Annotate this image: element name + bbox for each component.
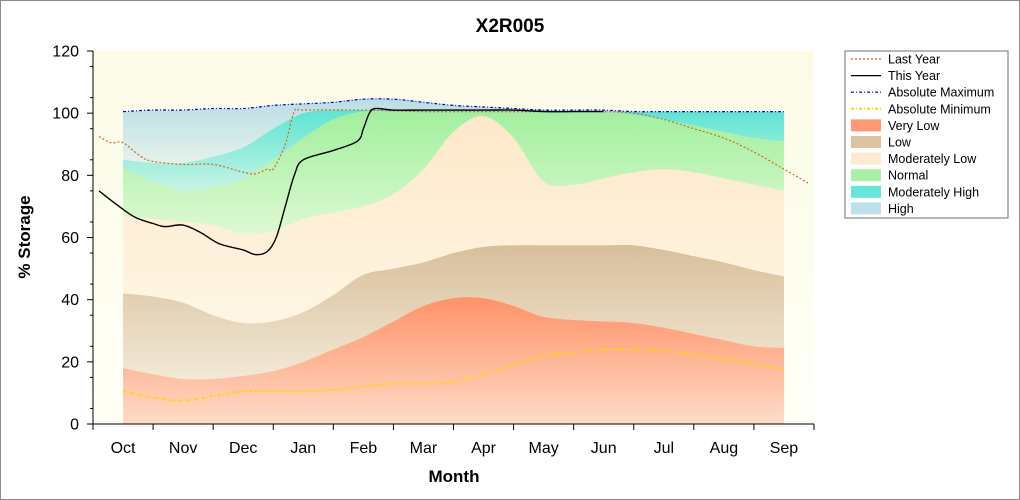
legend-item-very-low: Very Low [851, 119, 940, 133]
band-moderately-low [123, 116, 784, 324]
x-tick-label: Jan [290, 440, 316, 457]
x-tick-label: Nov [169, 440, 197, 457]
y-tick-label: 0 [70, 417, 79, 434]
legend-swatch [851, 185, 881, 198]
legend-swatch [851, 202, 881, 215]
legend-label: Very Low [888, 119, 940, 133]
band-low [123, 244, 784, 380]
legend-label: Normal [888, 169, 928, 183]
y-tick-label: 40 [61, 292, 79, 309]
legend-label: Last Year [888, 53, 940, 67]
legend-label: Moderately Low [888, 152, 977, 166]
x-tick-label: Dec [229, 440, 257, 457]
legend-label: This Year [888, 69, 940, 83]
x-tick-label: Oct [111, 440, 136, 457]
y-tick-label: 80 [61, 168, 79, 185]
x-tick-label: Mar [410, 440, 438, 457]
legend-label: High [888, 202, 914, 216]
legend-label: Absolute Minimum [888, 102, 991, 116]
legend-label: Low [888, 136, 912, 150]
legend-item-moderately-high: Moderately High [851, 185, 979, 199]
series-lines [98, 98, 809, 402]
legend-item-last-year: Last Year [851, 53, 940, 67]
line-this-year [98, 107, 604, 256]
x-tick-label: Aug [710, 440, 738, 457]
line-last-year [98, 108, 809, 184]
band-moderately-high [123, 109, 784, 192]
x-tick-label: Sep [770, 440, 799, 457]
range-bands [123, 98, 784, 424]
y-tick-label: 60 [61, 230, 79, 247]
legend-swatch [851, 119, 881, 132]
x-tick-label: Jul [654, 440, 674, 457]
legend-item-low: Low [851, 136, 912, 150]
x-tick-label: Feb [350, 440, 378, 457]
legend-item-absolute-maximum: Absolute Maximum [851, 86, 994, 100]
line-absolute-minimum [122, 348, 785, 402]
legend-swatch [851, 169, 881, 182]
y-tick-label: 120 [52, 44, 79, 61]
band-high [123, 98, 784, 164]
legend-swatch [851, 152, 881, 165]
y-tick-label: 20 [61, 354, 79, 371]
x-tick-label: May [529, 440, 559, 457]
chart-title: X2R005 [476, 16, 545, 37]
legend-swatch [851, 136, 881, 148]
y-axis-title: % Storage [15, 195, 34, 278]
legend-label: Absolute Maximum [888, 86, 994, 100]
legend-item-high: High [851, 202, 914, 216]
legend-label: Moderately High [888, 185, 979, 199]
legend: Last Year This Year Absolute Maximum Absolu… [844, 50, 1009, 219]
axes: 0 20 40 60 80 100 120 Oct Nov Dec Jan Feb Mar Apr May J… [52, 44, 815, 457]
y-tick-label: 100 [52, 106, 79, 123]
legend-item-absolute-minimum: Absolute Minimum [851, 102, 991, 116]
band-very-low [123, 297, 784, 424]
legend-item-this-year: This Year [851, 69, 940, 83]
band-normal [123, 111, 784, 235]
x-axis-title: Month [429, 467, 480, 486]
x-tick-label: Apr [471, 440, 497, 457]
legend-item-normal: Normal [851, 169, 928, 183]
legend-item-moderately-low: Moderately Low [851, 152, 977, 166]
x-tick-label: Jun [591, 440, 617, 457]
